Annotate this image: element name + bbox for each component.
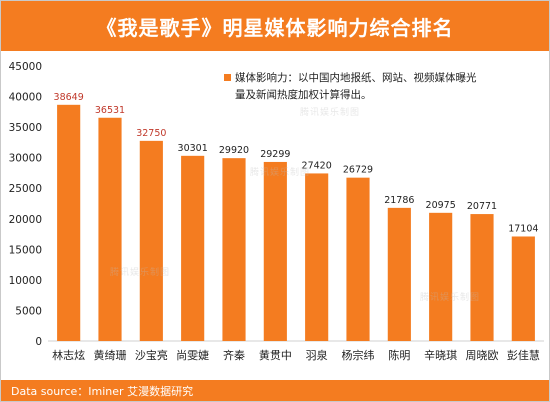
bar — [222, 158, 246, 341]
y-axis: 0 5000 10000 15000 20000 25000 30000 35000 40000… — [9, 61, 544, 348]
bar-value-label: 36531 — [95, 105, 125, 116]
category-labels: 林志炫 黄绮珊 沙宝亮 尚雯婕 齐秦 黄贯中 羽泉 杨宗纬 陈明 辛晓琪 周晓欧 彭佳慧 — [52, 348, 540, 362]
y-tick-label: 0 — [35, 336, 42, 348]
bar — [511, 236, 535, 341]
category-label: 周晓欧 — [466, 349, 499, 362]
chart-header: 《我是歌手》明星媒体影响力综合排名 — [1, 1, 549, 51]
y-tick-label: 35000 — [9, 122, 42, 134]
chart-title: 《我是歌手》明星媒体影响力综合排名 — [96, 15, 454, 40]
y-tick-label: 45000 — [9, 61, 42, 73]
watermark: 腾讯娱乐制图 — [250, 168, 311, 178]
bar — [305, 173, 329, 341]
bar-value-label: 29299 — [260, 149, 290, 160]
category-label: 林志炫 — [52, 348, 85, 362]
category-label: 杨宗纬 — [342, 348, 375, 362]
category-label: 黄贯中 — [259, 348, 292, 362]
watermark: 腾讯娱乐制图 — [110, 268, 171, 278]
category-label: 彭佳慧 — [507, 348, 540, 362]
category-label: 沙宝亮 — [135, 348, 168, 362]
bar-value-label: 29920 — [219, 145, 249, 156]
legend-text-2: 量及新闻热度加权计算得出。 — [235, 89, 372, 101]
category-label: 陈明 — [388, 348, 410, 362]
bar-value-label: 32750 — [136, 128, 166, 139]
bar — [470, 214, 494, 341]
legend-swatch-icon — [224, 73, 231, 81]
y-tick-label: 10000 — [9, 275, 42, 287]
y-tick-label: 20000 — [9, 214, 42, 226]
bar — [139, 140, 163, 341]
y-tick-label: 40000 — [9, 92, 42, 104]
bar-value-label: 17104 — [508, 223, 538, 234]
data-source: Data source：Iminer 艾漫数据研究 — [11, 384, 194, 398]
y-tick-label: 30000 — [9, 153, 42, 165]
y-tick-label: 5000 — [15, 305, 42, 317]
bar-value-label: 26729 — [343, 165, 373, 176]
category-label: 羽泉 — [306, 348, 328, 362]
watermark: 腾讯娱乐制图 — [420, 293, 481, 303]
chart-footer: Data source：Iminer 艾漫数据研究 — [1, 380, 549, 401]
bar-value-label: 38649 — [54, 92, 84, 103]
legend: 媒体影响力：以中国内地报纸、网站、视频媒体曝光 量及新闻热度加权计算得出。 — [224, 70, 504, 104]
bar — [98, 117, 122, 341]
bar — [181, 155, 205, 341]
legend-text-1: 媒体影响力：以中国内地报纸、网站、视频媒体曝光 — [235, 72, 477, 84]
category-label: 黄绮珊 — [94, 348, 127, 362]
category-label: 尚雯婕 — [176, 348, 209, 362]
y-tick-label: 15000 — [9, 244, 42, 256]
bar-chart: 0 5000 10000 15000 20000 25000 30000 35000 40000… — [9, 61, 544, 362]
bar-value-label: 27420 — [302, 160, 332, 171]
bar — [387, 207, 411, 341]
bars — [57, 104, 535, 341]
bar — [429, 212, 453, 341]
category-label: 齐秦 — [223, 348, 245, 362]
value-labels: 38649 36531 32750 30301 29920 29299 27420 26729… — [54, 92, 539, 235]
bar — [263, 161, 287, 341]
bar — [57, 104, 81, 341]
bar-value-label: 21786 — [384, 195, 414, 206]
watermark: 腾讯娱乐制图 — [300, 108, 361, 118]
legend-line-1: 媒体影响力：以中国内地报纸、网站、视频媒体曝光 — [224, 70, 504, 87]
bar-value-label: 20975 — [426, 200, 456, 211]
bar-value-label: 20771 — [467, 201, 497, 212]
category-label: 辛晓琪 — [424, 348, 457, 362]
bar — [346, 177, 370, 341]
bar-value-label: 30301 — [178, 143, 208, 154]
y-tick-label: 25000 — [9, 183, 42, 195]
